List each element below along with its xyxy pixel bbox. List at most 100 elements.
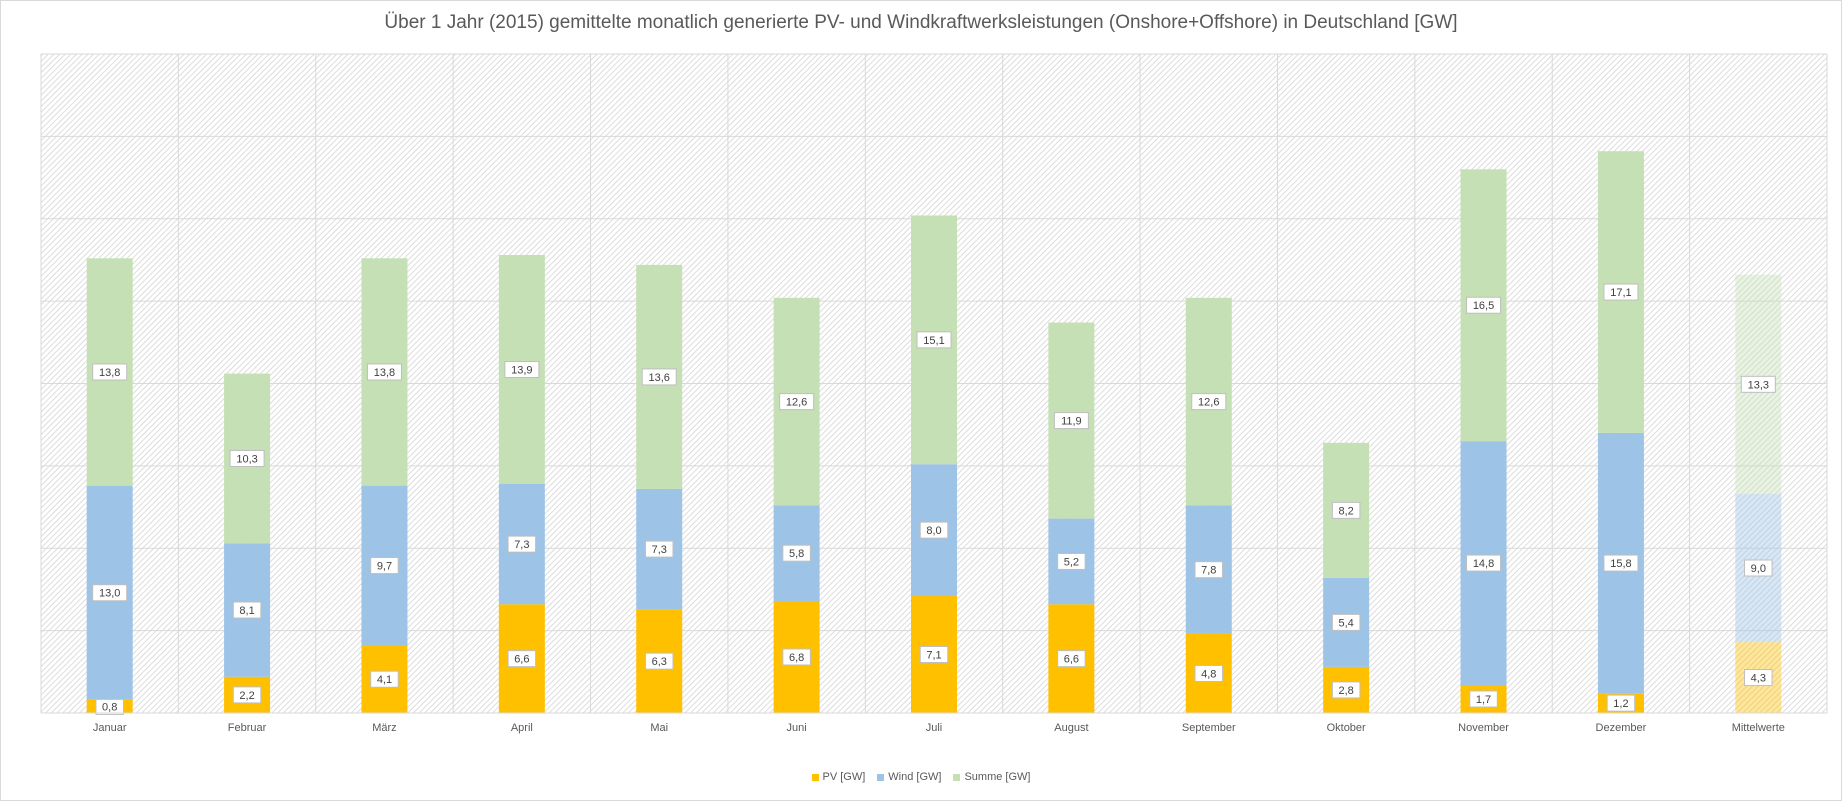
data-label-box [1466, 296, 1502, 314]
data-label-box [1469, 690, 1498, 708]
data-label-box [782, 648, 811, 666]
legend-label: Wind [GW] [888, 771, 942, 783]
data-label: 8,1 [239, 605, 254, 617]
data-label: 10,3 [236, 453, 257, 465]
data-label: 0,8 [102, 701, 117, 713]
data-label: 15,8 [1610, 558, 1631, 570]
chart-title: Über 1 Jahr (2015) gemittelte monatlich … [384, 12, 1458, 33]
data-label-box [782, 544, 811, 562]
x-tick-label: Mittelwerte [1732, 722, 1785, 734]
data-label: 5,2 [1064, 556, 1079, 568]
data-label: 13,8 [374, 367, 395, 379]
x-tick-label: Februar [228, 722, 267, 734]
x-tick-label: November [1458, 722, 1509, 734]
data-label: 13,0 [99, 588, 120, 600]
data-label: 11,9 [1061, 416, 1082, 428]
data-label-box [1744, 669, 1773, 687]
legend-swatch [877, 773, 885, 781]
data-label-box [1331, 501, 1361, 519]
data-label: 2,2 [239, 690, 254, 702]
data-label-box [1194, 664, 1224, 682]
data-label-box [1603, 554, 1639, 572]
x-tick-label: Dezember [1596, 722, 1647, 734]
data-label-box [916, 331, 952, 349]
data-label: 7,3 [514, 539, 529, 551]
data-label-box [1740, 375, 1776, 393]
data-label: 13,8 [99, 367, 120, 379]
x-tick-label: September [1182, 722, 1236, 734]
data-label: 7,3 [652, 544, 667, 556]
data-label: 7,8 [1201, 565, 1216, 577]
data-label: 12,6 [786, 397, 807, 409]
data-label-box [229, 449, 265, 467]
data-label: 1,2 [1613, 698, 1628, 710]
data-label-box [1744, 559, 1773, 577]
data-label: 1,7 [1476, 694, 1491, 706]
data-label-box [92, 363, 128, 381]
data-label: 4,8 [1201, 668, 1216, 680]
x-tick-label: August [1054, 722, 1088, 734]
data-label-box [1466, 554, 1502, 572]
data-label: 9,0 [1751, 563, 1766, 575]
x-tick-label: Juni [787, 722, 807, 734]
legend-swatch [811, 773, 819, 781]
data-label: 13,3 [1748, 379, 1769, 391]
data-label-box [1603, 283, 1639, 301]
data-label-box [1057, 650, 1086, 668]
data-label-box [779, 393, 815, 411]
data-label-box [370, 670, 399, 688]
data-label-box [1191, 393, 1227, 411]
data-label-box [507, 650, 537, 668]
legend-item: Wind [GW] [877, 771, 941, 783]
data-label: 6,6 [1064, 654, 1079, 666]
data-label: 15,1 [923, 335, 944, 347]
data-label-box [1331, 681, 1361, 699]
data-label-box [1057, 552, 1086, 570]
data-label-box [644, 540, 674, 558]
data-label: 14,8 [1473, 558, 1494, 570]
legend-item: PV [GW] [811, 771, 866, 783]
x-tick-label: April [511, 722, 533, 734]
data-label-box [1606, 694, 1636, 712]
data-label: 16,5 [1473, 300, 1494, 312]
legend-item: Summe [GW] [953, 771, 1030, 783]
legend-swatch [953, 773, 961, 781]
data-label-box [232, 601, 262, 619]
data-label: 17,1 [1610, 287, 1631, 299]
data-label: 13,6 [649, 372, 670, 384]
data-label-box [1194, 561, 1224, 579]
data-label: 7,1 [926, 650, 941, 662]
data-label-box [641, 368, 677, 386]
data-label-box [1331, 613, 1361, 631]
legend-label: PV [GW] [822, 771, 866, 783]
data-label-box [366, 363, 402, 381]
data-label-box [232, 686, 262, 704]
data-label-box [92, 584, 128, 602]
data-label: 13,9 [511, 364, 532, 376]
data-label: 2,8 [1339, 685, 1354, 697]
x-tick-label: Oktober [1327, 722, 1366, 734]
data-label: 5,4 [1339, 617, 1354, 629]
data-label: 6,3 [652, 656, 667, 668]
data-label: 6,8 [789, 652, 804, 664]
legend-label: Summe [GW] [964, 771, 1031, 783]
legend: PV [GW] Wind [GW] Summe [GW] [0, 771, 1842, 784]
data-label-box [919, 521, 949, 539]
data-label-box [507, 535, 537, 553]
data-label: 12,6 [1198, 397, 1219, 409]
data-label: 8,0 [926, 525, 941, 537]
x-tick-label: Januar [93, 722, 127, 734]
data-label: 6,6 [514, 654, 529, 666]
data-label-box [644, 652, 674, 670]
data-label-box [919, 646, 949, 664]
data-label: 8,2 [1339, 505, 1354, 517]
data-label: 5,8 [789, 548, 804, 560]
data-label: 4,3 [1751, 673, 1766, 685]
x-tick-label: Mai [650, 722, 668, 734]
x-tick-label: Juli [926, 722, 943, 734]
data-label-box [1053, 412, 1089, 430]
data-label-box [504, 360, 540, 378]
data-label: 4,1 [377, 674, 392, 686]
x-tick-label: März [372, 722, 396, 734]
